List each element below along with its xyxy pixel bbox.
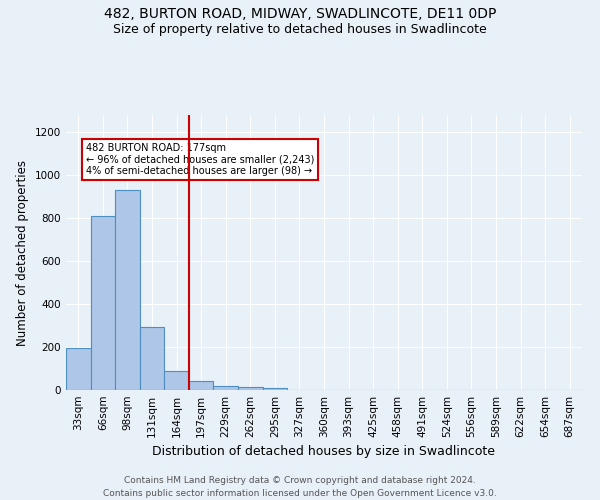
- Bar: [263, 388, 287, 390]
- Bar: [91, 216, 115, 390]
- Bar: [115, 190, 140, 390]
- X-axis label: Distribution of detached houses by size in Swadlincote: Distribution of detached houses by size …: [152, 446, 496, 458]
- Bar: [189, 382, 214, 390]
- Text: Contains HM Land Registry data © Crown copyright and database right 2024.
Contai: Contains HM Land Registry data © Crown c…: [103, 476, 497, 498]
- Bar: [66, 348, 91, 390]
- Bar: [140, 326, 164, 390]
- Bar: [214, 386, 238, 390]
- Text: Size of property relative to detached houses in Swadlincote: Size of property relative to detached ho…: [113, 22, 487, 36]
- Y-axis label: Number of detached properties: Number of detached properties: [16, 160, 29, 346]
- Text: 482 BURTON ROAD: 177sqm
← 96% of detached houses are smaller (2,243)
4% of semi-: 482 BURTON ROAD: 177sqm ← 96% of detache…: [86, 143, 314, 176]
- Bar: [238, 387, 263, 390]
- Text: 482, BURTON ROAD, MIDWAY, SWADLINCOTE, DE11 0DP: 482, BURTON ROAD, MIDWAY, SWADLINCOTE, D…: [104, 8, 496, 22]
- Bar: [164, 370, 189, 390]
